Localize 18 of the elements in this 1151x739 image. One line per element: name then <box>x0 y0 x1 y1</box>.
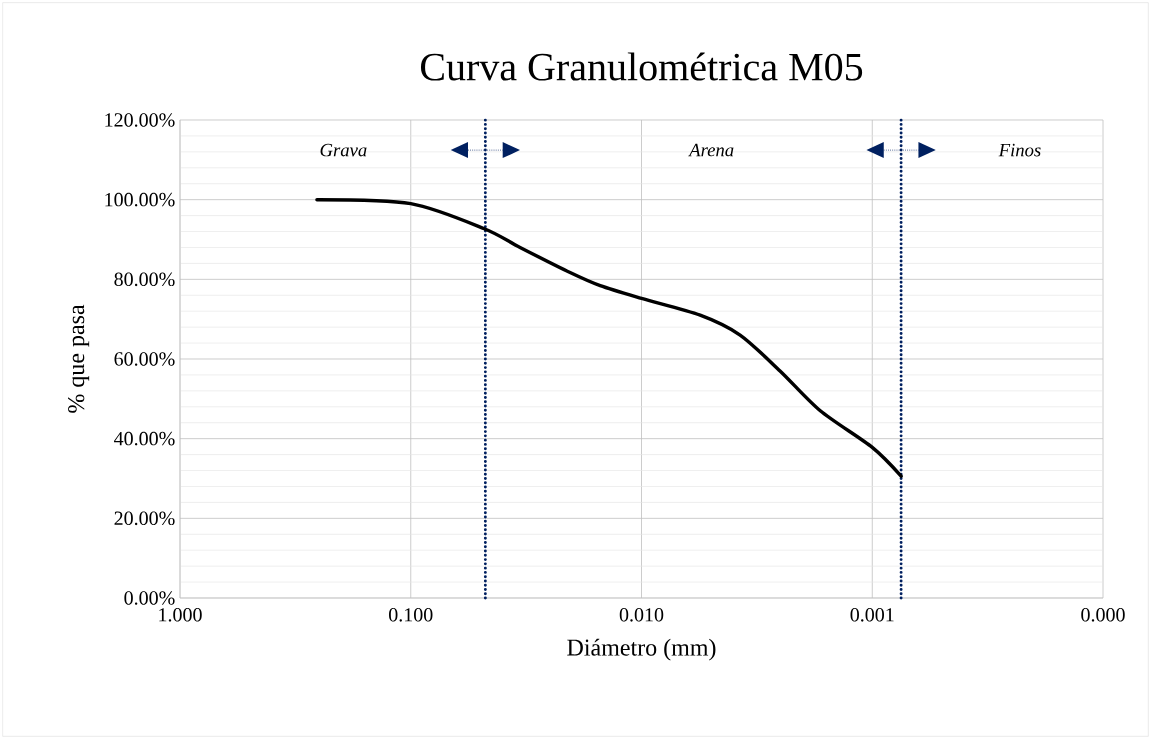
y-tick-label: 40.00% <box>114 431 175 446</box>
x-tick-label: 1.000 <box>159 608 202 622</box>
x-tick-label: 0.001 <box>850 608 894 622</box>
x-tick-label: 0.100 <box>389 608 433 622</box>
x-tick-label: 0.010 <box>619 608 664 622</box>
annotation: Grava <box>320 143 367 157</box>
annotation: Arena <box>688 143 734 157</box>
y-tick-label: 80.00% <box>114 272 175 287</box>
y-tick-label: 0.00% <box>124 591 175 605</box>
y-tick-label: 120.00% <box>105 113 175 127</box>
x-tick-label: 0.000 <box>1081 608 1125 622</box>
chart-title: Curva Granulométrica M05 <box>420 52 863 81</box>
annotation: Finos <box>998 143 1041 157</box>
y-tick-label: 60.00% <box>114 352 175 366</box>
y-tick-label: 20.00% <box>114 511 175 526</box>
y-axis-title: % que pasa <box>68 304 90 413</box>
y-tick-label: 100.00% <box>105 192 175 207</box>
x-axis-title: Diámetro (mm) <box>567 638 716 661</box>
